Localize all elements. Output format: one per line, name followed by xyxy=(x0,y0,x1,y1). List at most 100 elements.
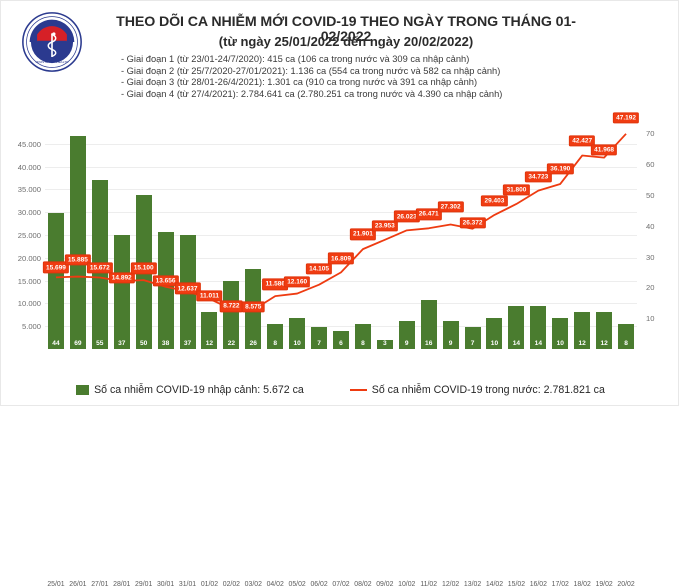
bar-value-label: 69 xyxy=(74,340,82,347)
y-axis-right-tick: 20 xyxy=(646,283,655,293)
line-point-label: 47.192 xyxy=(612,112,640,124)
bar xyxy=(267,324,284,349)
phase-line-3: - Giai đoạn 3 (từ 28/01-26/4/2021): 1.30… xyxy=(121,77,478,88)
line-point-label: 15.699 xyxy=(42,261,70,274)
ministry-of-health-logo-icon: BỘ Y TẾ MINISTRY OF HEALTH xyxy=(21,11,83,73)
chart-legend: Số ca nhiễm COVID-19 nhập cảnh: 5.672 ca… xyxy=(1,379,679,401)
svg-text:BỘ Y TẾ: BỘ Y TẾ xyxy=(43,21,60,26)
bar-value-label: 8 xyxy=(273,340,278,347)
y-axis-left-tick: 45.000 xyxy=(17,139,41,149)
line-point-label: 36.190 xyxy=(547,163,574,175)
y-axis-right-tick: 10 xyxy=(646,314,655,324)
y-axis-right-tick: 30 xyxy=(646,252,655,262)
bar xyxy=(376,339,393,349)
phase-line-2: - Giai đoạn 2 (từ 25/7/2020-27/01/2021):… xyxy=(121,65,501,76)
bar xyxy=(289,318,306,349)
bar xyxy=(596,312,613,349)
y-axis-left-tick: 10.000 xyxy=(17,299,41,309)
line-point-label: 26.471 xyxy=(415,208,442,220)
legend-label-domestic: Số ca nhiễm COVID-19 trong nước: 2.781.8… xyxy=(371,384,605,396)
bar-value-label: 9 xyxy=(448,340,453,347)
legend-item-imported: Số ca nhiễm COVID-19 nhập cảnh: 5.672 ca xyxy=(76,384,304,396)
y-axis-left-tick: 40.000 xyxy=(17,162,41,172)
bar xyxy=(333,330,349,349)
x-axis-tick-label: 20/02 xyxy=(617,581,635,588)
bar-value-label: 14 xyxy=(534,340,542,347)
line-point-label: 13.656 xyxy=(152,275,179,287)
page-subtitle: (từ ngày 25/01/2022 đến ngày 20/02/2022) xyxy=(218,34,474,49)
phase-summary-list: - Giai đoạn 1 (từ 23/01-24/7/2020): 415 … xyxy=(121,54,641,100)
bar-value-label: 12 xyxy=(578,340,586,347)
y-axis-left-tick: 15.000 xyxy=(17,276,41,286)
bar-value-label: 7 xyxy=(317,340,321,347)
bar-value-label: 3 xyxy=(383,340,387,347)
bar xyxy=(354,324,371,349)
bar xyxy=(574,312,591,349)
bar xyxy=(398,321,415,349)
y-axis-right-tick: 70 xyxy=(646,129,655,139)
line-point-label: 15.100 xyxy=(130,262,157,274)
line-point-label: 29.403 xyxy=(481,195,508,207)
bar-series-imported-cases: 44 25/01 69 26/01 55 27/01 37 28/01 50 29/01 38 30/… xyxy=(45,121,637,588)
bar-value-label: 50 xyxy=(139,340,148,347)
bar-value-label: 12 xyxy=(600,340,608,347)
chart-header: BỘ Y TẾ MINISTRY OF HEALTH THEO DÕI CA N… xyxy=(1,1,679,113)
line-point-label: 14.892 xyxy=(108,272,135,284)
legend-swatch-bar-icon xyxy=(76,385,90,395)
bar-value-label: 8 xyxy=(361,340,365,347)
bar-value-label: 12 xyxy=(205,340,214,347)
line-point-label: 34.723 xyxy=(525,170,552,183)
line-point-label: 11.011 xyxy=(196,290,223,302)
bar-value-label: 55 xyxy=(96,340,104,347)
bar-value-label: 22 xyxy=(227,340,236,347)
line-point-label: 21.901 xyxy=(349,228,377,240)
bar-value-label: 10 xyxy=(556,340,564,347)
legend-swatch-line-icon xyxy=(349,388,367,392)
bar xyxy=(486,318,503,349)
bar xyxy=(552,318,569,349)
bar xyxy=(311,327,328,349)
y-axis-right-tick: 40 xyxy=(646,221,655,231)
line-point-label: 23.953 xyxy=(371,220,398,232)
bar xyxy=(223,281,240,349)
bar xyxy=(442,321,459,349)
bar xyxy=(420,299,437,349)
phase-line-1: - Giai đoạn 1 (từ 23/01-24/7/2020): 415 … xyxy=(121,54,470,64)
line-point-label: 15.885 xyxy=(64,253,92,266)
bar xyxy=(157,231,174,349)
bar xyxy=(201,312,218,349)
bar-value-label: 37 xyxy=(183,340,192,347)
line-point-label: 26.372 xyxy=(459,217,486,229)
bar xyxy=(113,235,130,349)
bar-value-label: 14 xyxy=(512,340,521,347)
y-axis-left-tick: 35.000 xyxy=(17,185,41,195)
y-axis-left-tick: 20.000 xyxy=(17,253,41,263)
y-axis-right-tick: 60 xyxy=(646,160,655,170)
bar-value-label: 44 xyxy=(52,340,60,347)
bar xyxy=(464,327,481,349)
line-point-label: 15.672 xyxy=(86,261,113,274)
bar-value-label: 16 xyxy=(425,340,433,347)
svg-text:MINISTRY OF HEALTH: MINISTRY OF HEALTH xyxy=(36,60,69,64)
bar xyxy=(530,305,547,349)
line-point-label: 12.160 xyxy=(284,275,311,288)
bar-value-label: 6 xyxy=(339,340,343,347)
y-axis-left-tick: 25.000 xyxy=(17,231,41,240)
bar-value-label: 38 xyxy=(161,340,170,347)
bar-value-label: 26 xyxy=(249,340,257,347)
line-point-label: 16.809 xyxy=(327,252,355,265)
y-axis-left-tick: 30.000 xyxy=(17,208,41,218)
line-point-label: 8.722 xyxy=(220,300,243,312)
y-axis-left-tick: 5.000 xyxy=(21,322,41,332)
bar xyxy=(508,305,525,349)
gridline xyxy=(45,326,637,328)
bar-value-label: 8 xyxy=(624,340,628,347)
y-axis-right-tick: 50 xyxy=(646,190,655,200)
bar-value-label: 10 xyxy=(293,340,301,347)
line-point-label: 8.575 xyxy=(241,301,265,313)
bar-value-label: 37 xyxy=(118,340,126,347)
line-point-label: 12.637 xyxy=(174,282,201,295)
line-point-label: 41.968 xyxy=(590,143,618,156)
bar xyxy=(69,136,86,349)
